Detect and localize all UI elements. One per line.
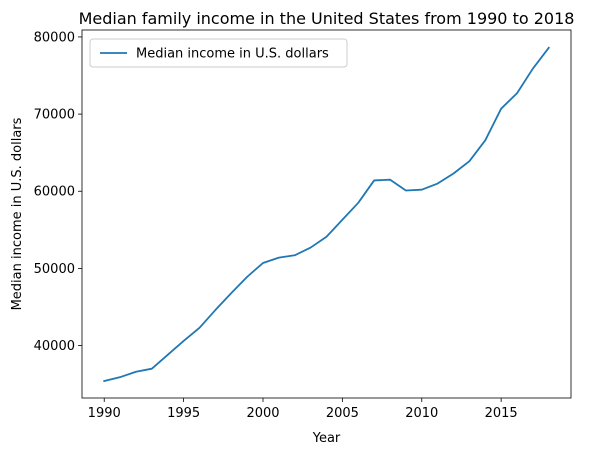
x-tick-label: 2005 (326, 406, 359, 421)
legend-box (89, 38, 348, 68)
plot-area (81, 29, 572, 399)
y-tick-label: 40000 (34, 339, 75, 354)
y-axis-ticks: 40000 50000 60000 70000 80000 (34, 30, 82, 354)
x-tick-label: 1990 (88, 406, 121, 421)
y-tick-label: 70000 (34, 108, 75, 123)
series-line (103, 46, 551, 383)
chart-title: Median family income in the United State… (79, 9, 575, 28)
legend-label: Median income in U.S. dollars (136, 47, 329, 62)
x-tick-label: 1995 (167, 406, 200, 421)
x-tick-label: 2015 (485, 406, 518, 421)
x-axis-ticks: 1990 1995 2000 2005 2010 2015 (88, 398, 518, 421)
x-tick-label: 2010 (405, 406, 438, 421)
y-axis-label: Median income in U.S. dollars (10, 117, 25, 310)
plot-frame (81, 29, 572, 399)
legend: Median income in U.S. dollars (89, 38, 348, 68)
y-tick-label: 50000 (34, 262, 75, 277)
x-axis-label: Year (312, 431, 341, 446)
y-tick-label: 60000 (34, 185, 75, 200)
x-tick-label: 2000 (246, 406, 279, 421)
y-tick-label: 80000 (34, 30, 75, 45)
